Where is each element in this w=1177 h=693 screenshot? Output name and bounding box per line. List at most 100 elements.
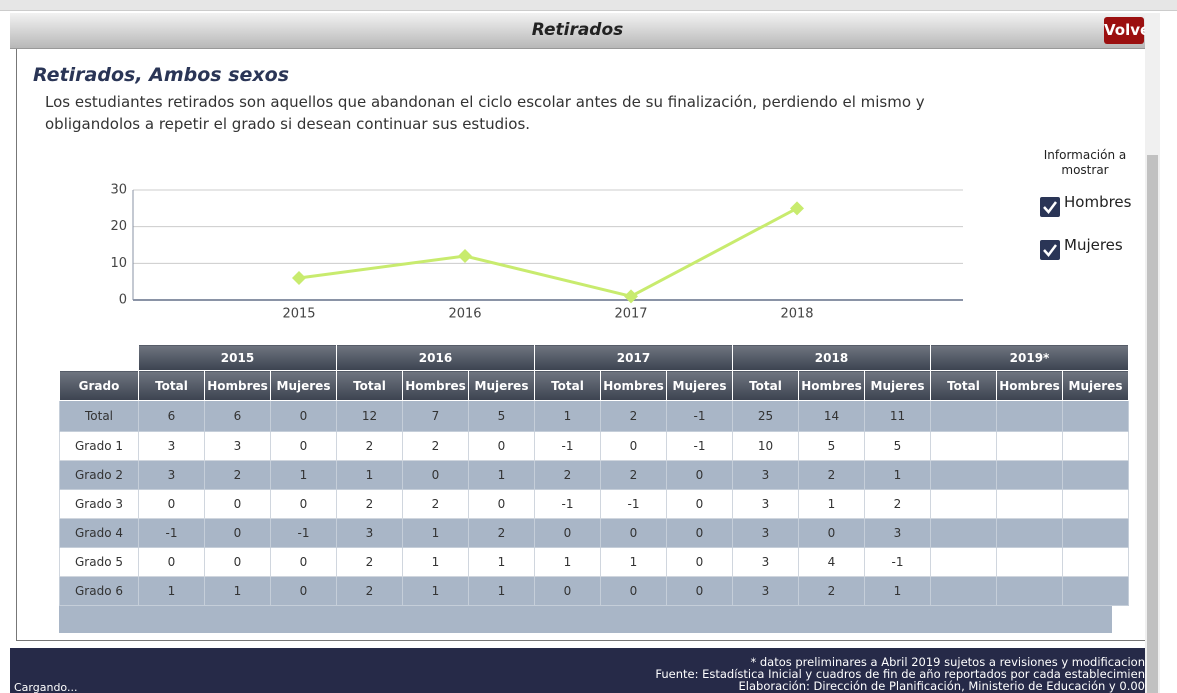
table-cell: 2 (336, 431, 403, 461)
checkbox[interactable] (1040, 240, 1060, 260)
table-cell: 0 (270, 489, 337, 519)
year-header: 2016 (336, 344, 535, 371)
table-cell: 1 (468, 460, 535, 490)
table-cell: 2 (864, 489, 931, 519)
empty-cell (930, 489, 997, 519)
table-cell: 3 (732, 460, 799, 490)
row-label: Total (59, 400, 139, 432)
options-title-line: Información a (1043, 148, 1127, 162)
table-cell: 2 (798, 460, 865, 490)
table-cell: 0 (204, 518, 271, 548)
table-cell: -1 (600, 489, 667, 519)
y-tick-label: 10 (110, 256, 127, 271)
empty-cell (930, 431, 997, 461)
description: Los estudiantes retirados son aquellos q… (45, 93, 925, 111)
table-cell: 3 (204, 431, 271, 461)
row-label: Grado 4 (59, 518, 139, 548)
table-cell: 0 (270, 547, 337, 577)
table-cell: 14 (798, 400, 865, 432)
checkbox[interactable] (1040, 197, 1060, 217)
back-button[interactable]: Volver (1104, 17, 1158, 44)
footer-note: Fuente: Estadística Inicial y cuadros de… (655, 667, 1145, 681)
options-title: Información a mostrar (1030, 148, 1140, 178)
table-cell: 7 (402, 400, 469, 432)
table-row: Total 6 6 0 12 7 5 1 2 -1 25 14 11 (59, 400, 1129, 432)
empty-cell (1062, 576, 1129, 606)
table-cell: 0 (204, 489, 271, 519)
table-cell: -1 (534, 489, 601, 519)
table-cell: -1 (666, 431, 733, 461)
scrollbar-thumb[interactable] (1147, 155, 1158, 693)
table-cell: 1 (336, 460, 403, 490)
table-cell: 1 (270, 460, 337, 490)
table-cell: 2 (336, 576, 403, 606)
table-cell: 1 (864, 460, 931, 490)
column-header: Total (336, 370, 403, 401)
year-header: 2017 (534, 344, 733, 371)
table-cell: -1 (138, 518, 205, 548)
table-cell: 2 (336, 547, 403, 577)
table-cell: 1 (864, 576, 931, 606)
table-cell: 0 (666, 547, 733, 577)
table-cell: 2 (468, 518, 535, 548)
table-cell: 0 (534, 576, 601, 606)
table-cell: 2 (798, 576, 865, 606)
column-header: Total (138, 370, 205, 401)
chart: 0 10 20 30 2015 2016 2017 2018 (110, 183, 963, 322)
table-cell: 3 (732, 518, 799, 548)
data-point (624, 289, 638, 304)
row-label: Grado 3 (59, 489, 139, 519)
table-cell: 3 (864, 518, 931, 548)
table-row: Grado 1 3 3 0 2 2 0 -1 0 -1 10 5 5 (59, 431, 1129, 461)
page-title: Retirados (531, 20, 624, 40)
table-cell: 6 (204, 400, 271, 432)
table-cell: 0 (666, 518, 733, 548)
table-cell: 0 (468, 489, 535, 519)
table-cell: 5 (864, 431, 931, 461)
table-cell: 0 (666, 489, 733, 519)
table-cell: 1 (798, 489, 865, 519)
table-cell: 2 (336, 489, 403, 519)
table-cell: 0 (138, 547, 205, 577)
column-header: Hombres (798, 370, 865, 401)
table-cell: 12 (336, 400, 403, 432)
empty-cell (1062, 489, 1129, 519)
table-cell: 0 (402, 460, 469, 490)
row-label: Grado 1 (59, 431, 139, 461)
table-cell: 0 (270, 400, 337, 432)
table-cell: 2 (402, 489, 469, 519)
empty-cell (1062, 460, 1129, 490)
year-header: 2019* (930, 344, 1129, 371)
column-header: Mujeres (666, 370, 733, 401)
column-header: Mujeres (468, 370, 535, 401)
top-bar (0, 0, 1177, 11)
table-row: Grado 4 -1 0 -1 3 1 2 0 0 0 3 0 3 (59, 518, 1129, 548)
table-row: Grado 3 0 0 0 2 2 0 -1 -1 0 3 1 2 (59, 489, 1129, 519)
table-cell: 4 (798, 547, 865, 577)
column-header-row: Grado Total Hombres Mujeres Total Hombres Muje… (59, 370, 1129, 401)
table-cell: 5 (468, 400, 535, 432)
y-tick-label: 0 (119, 293, 127, 308)
checkbox-label: Mujeres (1064, 236, 1123, 254)
table-cell: 1 (138, 576, 205, 606)
options-title-line: mostrar (1061, 163, 1109, 177)
table-cell: 3 (732, 547, 799, 577)
check-mark (1043, 244, 1057, 257)
empty-cell (930, 518, 997, 548)
empty-cell (996, 576, 1063, 606)
data-point (292, 271, 306, 285)
table-filler (59, 606, 1112, 633)
table-cell: 25 (732, 400, 799, 432)
table-cell: 2 (534, 460, 601, 490)
table-cell: 0 (798, 518, 865, 548)
empty-cell (1062, 431, 1129, 461)
empty-cell (996, 431, 1063, 461)
table-cell: 0 (666, 460, 733, 490)
x-tick-label: 2015 (282, 307, 315, 322)
description: obligandolos a repetir el grado si desea… (45, 115, 531, 133)
x-tick-label: 2018 (780, 307, 813, 322)
empty-cell (930, 400, 997, 432)
table-cell: 2 (204, 460, 271, 490)
